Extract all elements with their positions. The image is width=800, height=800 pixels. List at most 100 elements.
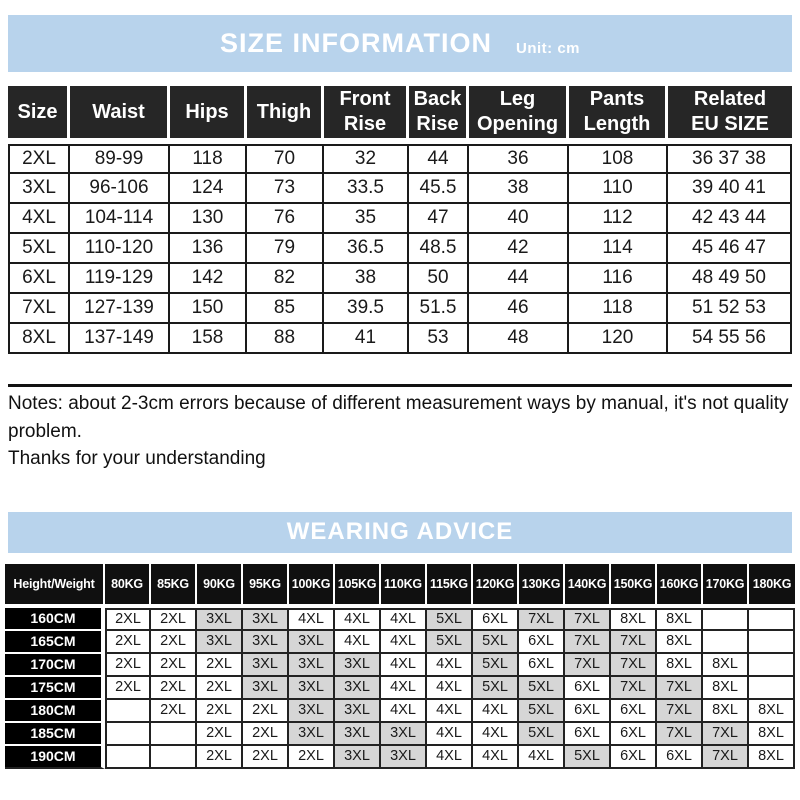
advice-size-cell: 6XL <box>519 630 565 654</box>
size-cell: 51.5 <box>409 294 469 324</box>
size-cell: 104-114 <box>70 204 170 234</box>
size-cell: 44 <box>469 264 569 294</box>
advice-size-cell <box>703 630 749 654</box>
size-cell: 8XL <box>8 324 70 354</box>
advice-size-cell: 3XL <box>335 722 381 746</box>
advice-size-cell: 2XL <box>243 745 289 769</box>
size-cell: 70 <box>247 144 324 174</box>
advice-size-cell: 2XL <box>197 722 243 746</box>
size-cell: 39 40 41 <box>668 174 792 204</box>
weight-column-header: 130KG <box>519 563 565 608</box>
advice-table-body: 160CM 2XL 2XL 3XL 3XL 4XL 4XL 4XL 5XL 6XL 7XL 7XL 8X… <box>5 607 795 769</box>
size-cell: 116 <box>569 264 668 294</box>
size-table-row: 4XL 104-114 130 76 35 47 40 112 42 43 44 <box>8 204 792 234</box>
wearing-advice-table: Height/Weight 80KG 85KG 90KG 95KG 100KG 105KG 1… <box>5 563 795 769</box>
advice-size-cell: 3XL <box>335 745 381 769</box>
advice-size-cell: 7XL <box>703 722 749 746</box>
advice-header-row: Height/Weight 80KG 85KG 90KG 95KG 100KG 105KG 1… <box>5 563 795 608</box>
advice-size-cell: 5XL <box>473 676 519 700</box>
advice-size-cell: 8XL <box>703 653 749 677</box>
advice-size-cell: 3XL <box>335 699 381 723</box>
advice-size-cell: 8XL <box>657 630 703 654</box>
advice-size-cell: 3XL <box>243 676 289 700</box>
weight-column-header: 150KG <box>611 563 657 608</box>
advice-size-cell: 4XL <box>427 676 473 700</box>
advice-size-cell: 2XL <box>151 653 197 677</box>
thanks-text: Thanks for your understanding <box>8 448 266 470</box>
weight-column-header: 95KG <box>243 563 289 608</box>
size-cell: 38 <box>469 174 569 204</box>
advice-size-cell: 7XL <box>703 745 749 769</box>
size-cell: 5XL <box>8 234 70 264</box>
advice-size-cell <box>749 630 795 654</box>
advice-size-cell: 6XL <box>519 653 565 677</box>
weight-column-header: 85KG <box>151 563 197 608</box>
size-column-header: Leg Opening <box>469 86 569 144</box>
advice-size-cell <box>105 745 151 769</box>
size-cell: 44 <box>409 144 469 174</box>
size-cell: 45.5 <box>409 174 469 204</box>
size-cell: 108 <box>569 144 668 174</box>
advice-size-cell: 6XL <box>611 699 657 723</box>
advice-size-cell: 3XL <box>243 607 289 631</box>
advice-row: 165CM 2XL 2XL 3XL 3XL 3XL 4XL 4XL 5XL 5XL 6XL 7XL 7X… <box>5 630 795 654</box>
size-cell: 73 <box>247 174 324 204</box>
notes-text: Notes: about 2-3cm errors because of dif… <box>8 393 789 442</box>
advice-size-cell: 7XL <box>519 607 565 631</box>
advice-size-cell: 3XL <box>289 653 335 677</box>
advice-size-cell: 7XL <box>611 630 657 654</box>
advice-size-cell: 6XL <box>611 745 657 769</box>
size-cell: 42 43 44 <box>668 204 792 234</box>
advice-size-cell <box>749 676 795 700</box>
advice-size-cell: 2XL <box>105 607 151 631</box>
size-cell: 41 <box>324 324 409 354</box>
advice-size-cell: 5XL <box>519 676 565 700</box>
advice-size-cell: 5XL <box>565 745 611 769</box>
size-information-band: SIZE INFORMATION Unit: cm <box>8 15 792 72</box>
height-row-header: 170CM <box>5 653 105 677</box>
size-cell: 124 <box>170 174 247 204</box>
advice-size-cell: 5XL <box>473 653 519 677</box>
advice-size-cell: 3XL <box>243 653 289 677</box>
wearing-advice-title: WEARING ADVICE <box>286 518 514 546</box>
weight-column-header: 120KG <box>473 563 519 608</box>
advice-size-cell: 3XL <box>289 722 335 746</box>
weight-column-header: 170KG <box>703 563 749 608</box>
advice-size-cell: 3XL <box>289 699 335 723</box>
advice-size-cell: 8XL <box>657 607 703 631</box>
advice-size-cell: 4XL <box>381 653 427 677</box>
advice-size-cell: 4XL <box>335 630 381 654</box>
size-cell: 51 52 53 <box>668 294 792 324</box>
advice-size-cell: 2XL <box>197 653 243 677</box>
size-cell: 33.5 <box>324 174 409 204</box>
advice-size-cell: 2XL <box>243 699 289 723</box>
size-cell: 45 46 47 <box>668 234 792 264</box>
size-cell: 36 <box>469 144 569 174</box>
size-cell: 32 <box>324 144 409 174</box>
size-cell: 118 <box>569 294 668 324</box>
size-cell: 127-139 <box>70 294 170 324</box>
advice-row: 175CM 2XL 2XL 2XL 3XL 3XL 3XL 4XL 4XL 5XL 5XL 6XL 7X… <box>5 676 795 700</box>
size-table-body: 2XL 89-99 118 70 32 44 36 108 36 37 38 3XL 96-106 1… <box>8 144 792 354</box>
advice-size-cell: 2XL <box>151 630 197 654</box>
advice-size-cell: 3XL <box>335 653 381 677</box>
size-cell: 136 <box>170 234 247 264</box>
advice-size-cell <box>749 607 795 631</box>
advice-size-cell <box>151 745 197 769</box>
advice-size-cell: 7XL <box>565 607 611 631</box>
advice-size-cell <box>703 607 749 631</box>
advice-size-cell: 2XL <box>197 676 243 700</box>
advice-size-cell: 6XL <box>565 722 611 746</box>
size-cell: 47 <box>409 204 469 234</box>
size-cell: 88 <box>247 324 324 354</box>
advice-size-cell: 8XL <box>749 745 795 769</box>
advice-row: 170CM 2XL 2XL 2XL 3XL 3XL 3XL 4XL 4XL 5XL 6XL 7XL 7X… <box>5 653 795 677</box>
size-table: Size Waist Hips Thigh Front Rise Back Rise Leg… <box>8 86 792 354</box>
size-cell: 50 <box>409 264 469 294</box>
advice-size-cell: 7XL <box>565 653 611 677</box>
size-cell: 54 55 56 <box>668 324 792 354</box>
advice-size-cell: 7XL <box>657 676 703 700</box>
height-row-header: 160CM <box>5 607 105 631</box>
advice-size-cell: 8XL <box>703 676 749 700</box>
